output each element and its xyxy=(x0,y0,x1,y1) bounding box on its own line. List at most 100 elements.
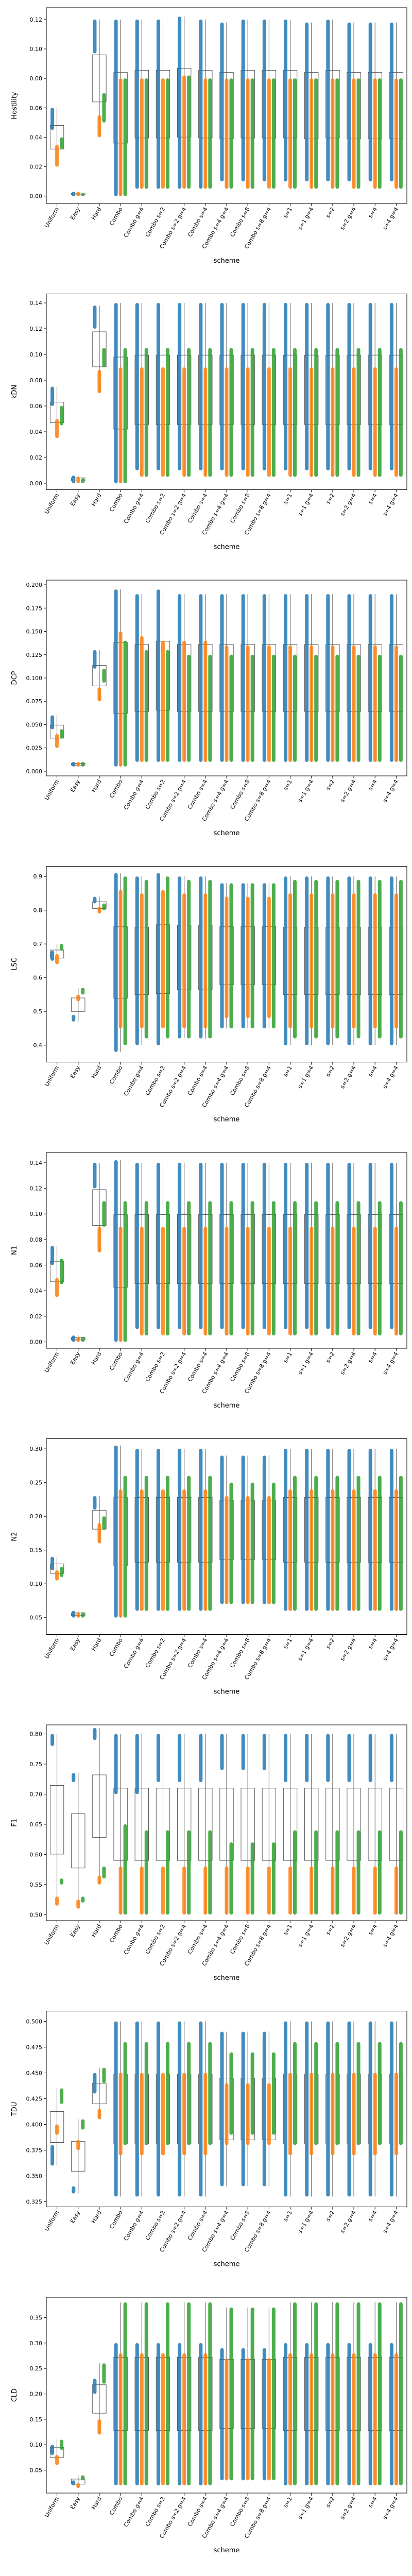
x-tick-label: Combo s=2 xyxy=(144,1637,166,1669)
point-cloud-orange xyxy=(76,761,80,767)
point-cloud-blue xyxy=(178,1162,182,1329)
x-tick-label: s=1 xyxy=(282,2210,294,2223)
box-body xyxy=(283,1788,298,1861)
point-cloud-orange xyxy=(161,2073,165,2156)
point-cloud-orange xyxy=(55,1570,59,1581)
point-cloud-blue xyxy=(305,2021,309,2197)
point-cloud-orange xyxy=(310,367,314,477)
point-cloud-green xyxy=(81,478,85,483)
box-body xyxy=(134,1788,149,1861)
point-cloud-orange xyxy=(161,367,165,477)
x-tick-label: s=4 xyxy=(367,2496,379,2509)
point-cloud-green xyxy=(102,93,106,123)
point-cloud-blue xyxy=(220,2031,224,2187)
point-cloud-blue xyxy=(220,1162,224,1329)
point-cloud-green xyxy=(165,348,169,477)
point-cloud-green xyxy=(293,1476,297,1611)
point-cloud-green xyxy=(123,1476,127,1618)
chart-panel-5: 0.00 0.02 0.04 0.06 0.08 0.10 0.12 0.14 N1 Unifor… xyxy=(11,1152,407,1410)
point-cloud-blue xyxy=(347,2343,351,2486)
point-cloud-green xyxy=(81,1612,85,1618)
x-tick-label: Combo s=8 xyxy=(229,206,251,238)
point-cloud-blue xyxy=(178,594,182,762)
point-cloud-green xyxy=(144,2042,148,2145)
x-tick-label: Combo xyxy=(108,1637,124,1657)
point-cloud-blue xyxy=(178,16,182,189)
y-tick-label: 0.60 xyxy=(30,1851,43,1858)
x-tick-label: Combo g=4 xyxy=(123,493,145,525)
point-cloud-orange xyxy=(225,367,229,477)
y-tick-label: 0.06 xyxy=(30,1262,43,1269)
point-cloud-blue xyxy=(93,306,97,329)
x-tick-label: Combo s=8 xyxy=(229,1923,251,1955)
point-cloud-green xyxy=(208,879,212,1039)
point-cloud-blue xyxy=(199,876,203,1039)
point-cloud-green xyxy=(60,2439,64,2450)
point-cloud-blue xyxy=(368,303,372,470)
point-cloud-blue xyxy=(114,1445,118,1618)
point-cloud-green xyxy=(208,2302,212,2486)
y-tick-label: 0.00 xyxy=(30,193,43,200)
point-cloud-green xyxy=(314,1476,318,1611)
x-tick-label: s=2 g=4 xyxy=(339,778,357,804)
box-body xyxy=(241,1788,255,1861)
y-tick-label: 0.10 xyxy=(30,1211,43,1217)
x-tick-label: Combo s=4 xyxy=(186,492,209,524)
y-tick-label: 0.475 xyxy=(26,2044,43,2051)
point-cloud-orange xyxy=(118,631,123,767)
point-cloud-orange xyxy=(97,687,101,702)
x-tick-label: s=2 xyxy=(324,1351,336,1364)
point-cloud-green xyxy=(356,2042,360,2145)
x-tick-label: s=2 g=4 xyxy=(339,1064,357,1090)
y-tick-label: 0.00 xyxy=(30,480,43,487)
point-cloud-orange xyxy=(267,78,271,189)
point-cloud-orange xyxy=(118,1227,123,1342)
x-tick-label: Combo g=4 xyxy=(123,1065,145,1097)
x-tick-label: Combo g=4 xyxy=(123,778,145,811)
point-cloud-blue xyxy=(199,303,203,470)
point-cloud-green xyxy=(229,1201,233,1336)
point-cloud-blue xyxy=(241,594,245,762)
x-tick-label: s=4 g=4 xyxy=(381,2496,400,2521)
point-cloud-blue xyxy=(368,594,372,762)
point-cloud-green xyxy=(60,1259,64,1284)
x-tick-label: Easy xyxy=(69,2209,81,2224)
y-tick-label: 0.20 xyxy=(30,1513,43,1520)
point-cloud-orange xyxy=(118,890,123,1028)
box-body xyxy=(113,1788,128,1861)
x-axis-label: scheme xyxy=(214,2261,240,2268)
point-cloud-orange xyxy=(225,645,229,762)
point-cloud-blue xyxy=(156,2021,160,2197)
y-tick-label: 0.70 xyxy=(30,1791,43,1798)
y-tick-label: 0.08 xyxy=(30,75,43,82)
x-tick-label: s=1 xyxy=(282,493,294,506)
point-cloud-blue xyxy=(93,1727,97,1740)
x-tick-label: Easy xyxy=(69,1923,81,1938)
box-body xyxy=(156,1788,170,1861)
point-cloud-blue xyxy=(347,1162,351,1329)
point-cloud-orange xyxy=(394,893,398,1028)
x-tick-label: Combo s=8 xyxy=(229,2209,251,2241)
point-cloud-green xyxy=(81,1896,85,1903)
point-cloud-orange xyxy=(373,645,377,762)
point-cloud-blue xyxy=(72,1335,76,1342)
point-cloud-orange xyxy=(55,734,59,748)
point-cloud-orange xyxy=(203,1227,208,1336)
x-tick-label: Combo g=4 xyxy=(123,1637,145,1670)
point-cloud-blue xyxy=(241,1162,245,1329)
point-cloud-blue xyxy=(50,951,55,961)
y-tick-label: 0.6 xyxy=(33,975,43,981)
point-cloud-orange xyxy=(331,645,335,762)
point-cloud-blue xyxy=(220,1455,224,1604)
point-cloud-blue xyxy=(305,2343,309,2486)
point-cloud-green xyxy=(250,883,254,1028)
point-cloud-blue xyxy=(305,1734,309,1783)
x-tick-label: s=1 xyxy=(282,206,294,219)
x-tick-label: Combo g=4 xyxy=(123,2210,145,2242)
x-tick-label: Easy xyxy=(69,778,81,793)
x-tick-label: s=4 g=4 xyxy=(381,2209,400,2234)
y-tick-label: 0.35 xyxy=(30,2314,43,2321)
x-tick-label: s=1 xyxy=(282,1923,294,1937)
x-tick-label: Combo xyxy=(108,2209,124,2230)
x-tick-label: Easy xyxy=(69,1351,81,1366)
